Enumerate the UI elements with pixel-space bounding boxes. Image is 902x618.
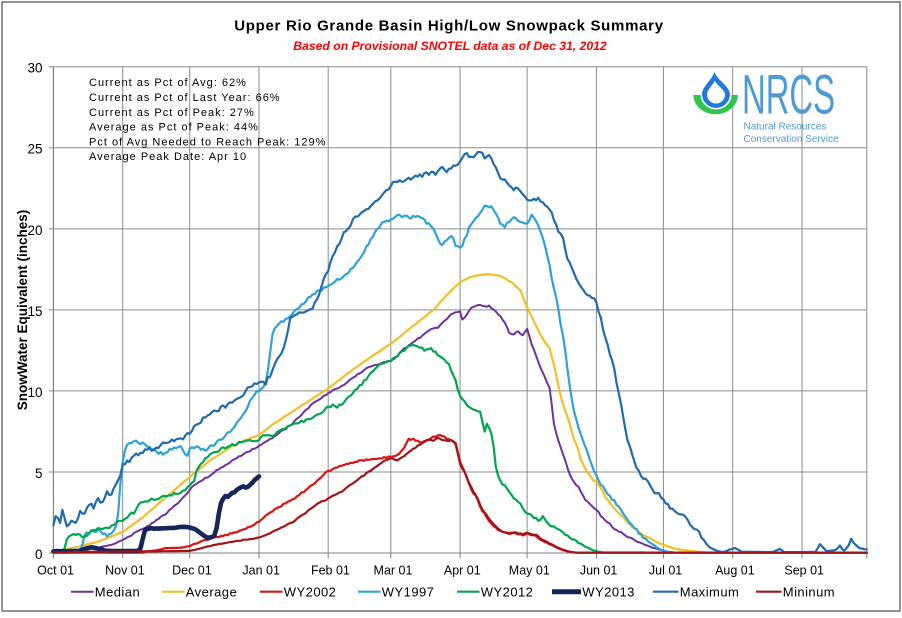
svg-text:Dec 01: Dec 01 (172, 564, 212, 578)
svg-text:Upper Rio Grande Basin High/Lo: Upper Rio Grande Basin High/Low Snowpack… (234, 18, 664, 35)
svg-text:10: 10 (27, 385, 42, 400)
svg-text:Nov 01: Nov 01 (105, 564, 145, 578)
svg-text:NRCS: NRCS (742, 63, 835, 126)
svg-text:Mar 01: Mar 01 (374, 564, 413, 578)
svg-text:Average: Average (186, 584, 237, 599)
svg-text:Feb 01: Feb 01 (311, 564, 350, 578)
svg-text:May 01: May 01 (509, 564, 550, 578)
svg-text:Conservation Service: Conservation Service (744, 134, 839, 145)
svg-text:Maximum: Maximum (680, 584, 740, 599)
svg-text:Jun 01: Jun 01 (580, 564, 618, 578)
svg-text:15: 15 (27, 304, 42, 319)
svg-text:Jul 01: Jul 01 (649, 564, 682, 578)
svg-text:Oct 01: Oct 01 (37, 564, 74, 578)
svg-text:Aug 01: Aug 01 (715, 564, 755, 578)
svg-text:20: 20 (27, 223, 42, 238)
svg-text:Natural Resources: Natural Resources (744, 121, 827, 132)
svg-text:Current as Pct of Last Year: 6: Current as Pct of Last Year: 66% (89, 92, 281, 104)
svg-text:Sep 01: Sep 01 (784, 564, 824, 578)
svg-text:Apr 01: Apr 01 (444, 564, 481, 578)
svg-text:SnowWater Equivalent (inches): SnowWater Equivalent (inches) (15, 210, 30, 411)
svg-text:WY2013: WY2013 (582, 584, 635, 599)
svg-text:Current as Pct of Avg: 62%: Current as Pct of Avg: 62% (89, 77, 247, 89)
svg-text:Current as Pct of Peak: 27%: Current as Pct of Peak: 27% (89, 107, 255, 119)
svg-text:Median: Median (95, 584, 140, 599)
svg-text:Jan 01: Jan 01 (242, 564, 280, 578)
svg-text:Based on Provisional SNOTEL da: Based on Provisional SNOTEL data as of D… (293, 39, 607, 53)
svg-text:WY2012: WY2012 (481, 584, 534, 599)
svg-text:Average as Pct of Peak: 44%: Average as Pct of Peak: 44% (89, 122, 259, 134)
svg-text:25: 25 (27, 142, 42, 157)
svg-text:Mininum: Mininum (783, 584, 835, 599)
svg-text:0: 0 (35, 547, 43, 562)
svg-text:30: 30 (27, 61, 42, 76)
svg-text:Pct of Avg Needed to Reach Pea: Pct of Avg Needed to Reach Peak: 129% (89, 136, 326, 148)
svg-text:Average Peak Date: Apr 10: Average Peak Date: Apr 10 (89, 151, 247, 163)
svg-text:WY2002: WY2002 (284, 584, 337, 599)
svg-text:5: 5 (35, 466, 43, 481)
svg-text:WY1997: WY1997 (382, 584, 435, 599)
